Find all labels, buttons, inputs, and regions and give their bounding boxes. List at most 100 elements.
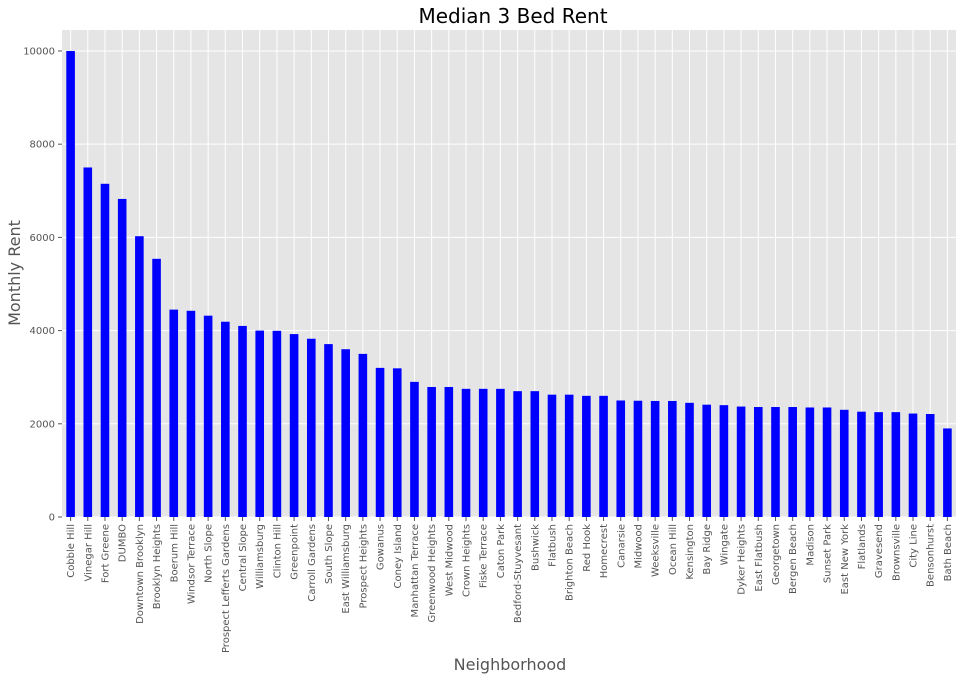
bar [908,413,918,517]
x-tick-label: Flatlands [857,524,868,569]
bar [478,388,488,517]
x-axis-label: Neighborhood [454,655,567,674]
y-tick-label: 2000 [30,419,55,430]
bar [324,344,333,517]
x-tick-label: Homecrest [599,524,610,578]
x-tick-label: Flatbush [547,524,558,567]
y-tick-label: 0 [49,513,55,524]
bar [306,338,316,517]
bar [857,411,866,517]
x-tick-label: Prospect Lefferts Gardens [221,524,232,653]
x-tick-label: Fiske Terrace [479,524,490,588]
bar [719,405,729,517]
x-tick-label: Bay Ridge [702,524,713,575]
bar [221,321,230,517]
bar [66,50,75,518]
x-tick-label: Weeksville [651,524,662,577]
x-tick-label: Fort Greene [100,524,111,583]
y-tick-label: 4000 [30,326,55,337]
x-tick-label: Prospect Heights [358,524,369,608]
bar [616,400,626,517]
bar [685,402,694,517]
bar [925,414,935,517]
y-axis-label: Monthly Rent [5,220,24,326]
x-tick-label: Wingate [719,524,730,565]
x-tick-label: Gowanus [376,524,387,570]
bar [633,400,643,517]
bar [255,330,265,517]
bar [530,391,540,517]
bar [203,315,213,517]
x-tick-label: Brooklyn Heights [152,524,163,609]
bar [702,404,712,517]
bar [289,334,299,517]
bar [117,198,127,517]
bar [788,407,797,517]
bar [736,406,746,517]
bar [410,381,419,517]
x-tick-label: DUMBO [118,524,129,562]
bar [599,395,608,517]
bar [943,428,952,517]
bar [650,400,660,517]
bar [771,407,780,517]
x-tick-label: Manhattan Terrace [410,524,421,617]
plot-area [62,30,956,517]
bar [496,388,505,517]
bar [822,407,832,517]
bar [100,183,110,517]
x-tick-label: Windsor Terrace [186,524,197,604]
bar [547,394,557,517]
bar [874,412,883,517]
bar [513,391,522,517]
bar [444,386,454,517]
x-axis: Cobble Hill Vinegar Hill Fort Greene DUMBO D… [66,517,954,653]
x-tick-label: North Slope [204,524,215,583]
chart-title: Median 3 Bed Rent [418,4,607,28]
x-tick-label: Crown Heights [462,524,473,597]
x-tick-label: Bensonhurst [926,524,937,587]
x-tick-label: Georgetown [771,524,782,585]
x-tick-label: Boerum Hill [169,524,180,582]
x-tick-label: Canarsie [616,524,627,568]
x-tick-label: Midwood [633,524,644,569]
x-tick-label: Brownsville [891,524,902,581]
bar [564,394,574,517]
bar [805,407,815,517]
x-tick-label: Bergen Beach [788,524,799,594]
bar [135,236,144,517]
x-tick-label: Sunset Park [823,524,834,583]
x-tick-label: Coney Island [393,524,404,588]
x-tick-label: Vinegar Hill [83,524,94,582]
x-tick-label: East New York [840,524,851,595]
bar [753,407,763,517]
x-tick-label: Madison [805,524,816,566]
x-tick-label: Brighton Beach [565,524,576,601]
x-tick-label: Caton Park [496,524,507,578]
bar [582,395,591,517]
x-tick-label: City Line [909,524,920,568]
x-tick-label: Dyker Heights [737,524,748,595]
bar [238,325,247,517]
bar [375,367,385,517]
x-tick-label: Gravesend [874,524,885,578]
y-tick-label: 6000 [30,233,55,244]
bar [839,409,849,517]
x-tick-label: Bushwick [530,524,541,571]
bar [668,400,677,517]
x-tick-label: Bath Beach [943,524,954,581]
y-tick-label: 10000 [23,46,55,57]
bar [891,412,901,517]
x-tick-label: Ocean Hill [668,524,679,575]
bar [272,330,282,517]
x-tick-label: Cobble Hill [66,524,77,578]
x-tick-label: Red Hook [582,524,593,572]
x-tick-label: Central Slope [238,524,249,591]
bar [152,258,161,517]
x-tick-label: South Slope [324,524,335,584]
x-tick-label: Clinton Hill [272,524,283,578]
bar [83,167,93,518]
x-tick-label: West Midwood [444,524,455,596]
x-tick-label: Greenpoint [290,524,301,580]
